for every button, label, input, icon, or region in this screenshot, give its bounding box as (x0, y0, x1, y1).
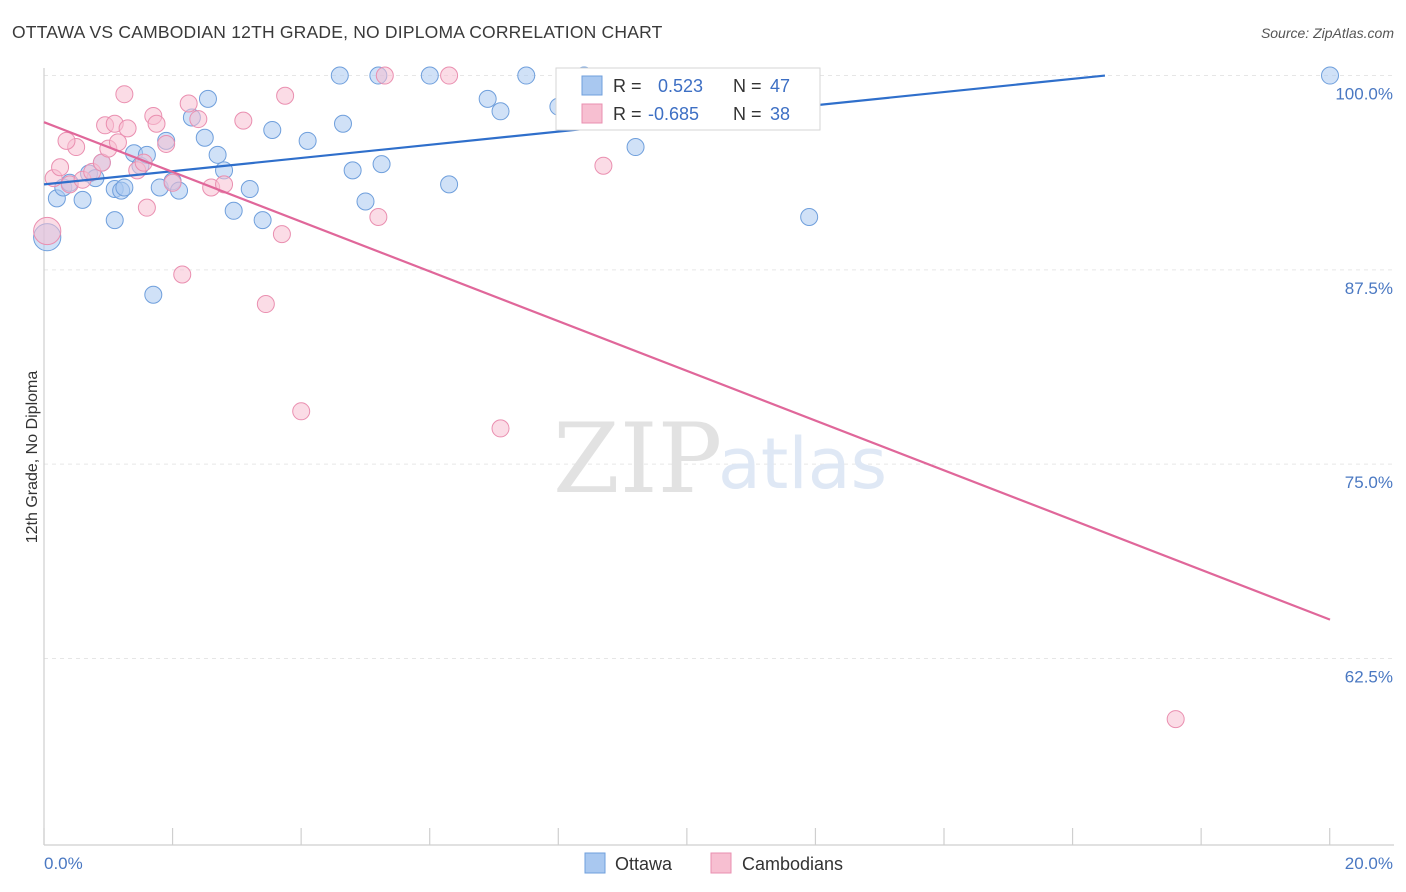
cambodian-point (234, 111, 253, 130)
y-tick-label: 100.0% (1335, 85, 1393, 104)
ottawa-point (298, 131, 317, 150)
source-label: Source: ZipAtlas.com (1260, 25, 1394, 41)
ottawa-point (224, 201, 243, 220)
cambodian-point (491, 419, 510, 438)
cambodian-points (33, 66, 1185, 729)
cambodian-point (163, 173, 182, 192)
ottawa-point (800, 208, 819, 226)
legend-n-label-ottawa: N = (733, 76, 762, 96)
ottawa-point (144, 285, 163, 304)
cambodian-point (292, 402, 311, 421)
x-tick-labels: 0.0% 20.0% (44, 854, 1393, 873)
legend-r-label-ottawa: R = (613, 76, 642, 96)
legend-r-label-cambodian: R = (613, 104, 642, 124)
y-tick-label: 62.5% (1345, 667, 1393, 686)
cambodian-point (369, 208, 388, 226)
x-tick-marks (43, 828, 1331, 845)
ottawa-point (491, 102, 510, 121)
ottawa-point (208, 145, 227, 164)
y-tick-label: 87.5% (1345, 279, 1393, 298)
trend-lines (43, 74, 1331, 621)
ottawa-point (343, 161, 362, 180)
cambodian-point (147, 114, 166, 133)
cambodian-point (33, 216, 62, 246)
bottom-legend-swatch-ottawa (584, 852, 606, 874)
ottawa-point (198, 89, 217, 108)
cambodian-point (179, 94, 198, 113)
cambodian-point (256, 295, 275, 314)
bottom-legend-label-ottawa: Ottawa (615, 854, 673, 874)
cambodian-point (594, 156, 613, 175)
cambodian-point (375, 66, 394, 85)
cambodian-point (137, 198, 156, 217)
ottawa-point (105, 211, 124, 230)
ottawa-point (440, 175, 459, 194)
ottawa-point (253, 211, 272, 230)
bottom-legend: Ottawa Cambodians (584, 852, 843, 874)
ottawa-point (478, 89, 497, 108)
legend-n-value-cambodian: 38 (770, 104, 790, 124)
ottawa-point (330, 66, 349, 85)
ottawa-point (73, 190, 92, 209)
ottawa-point (420, 66, 439, 85)
ottawa-point (240, 180, 259, 199)
cambodian-point (1166, 710, 1185, 729)
ottawa-point (626, 138, 645, 157)
ottawa-point (263, 120, 282, 139)
x-tick-label: 0.0% (44, 854, 83, 873)
legend-n-label-cambodian: N = (733, 104, 762, 124)
cambodian-point (173, 265, 192, 284)
cambodian-point (189, 110, 208, 129)
cambodian-point (276, 86, 295, 105)
legend-n-value-ottawa: 47 (770, 76, 790, 96)
bottom-legend-label-cambodian: Cambodians (742, 854, 843, 874)
cambodian-point (440, 66, 459, 85)
cambodian-point (272, 225, 291, 244)
y-tick-labels: 100.0% 87.5% 75.0% 62.5% (1335, 85, 1393, 687)
cambodian-point (57, 131, 76, 150)
cambodian-point (51, 158, 70, 177)
ottawa-point (115, 178, 134, 197)
watermark-atlas: atlas (718, 423, 887, 505)
cambodian-point (115, 85, 134, 104)
ottawa-point (372, 155, 391, 174)
watermark-zip: ZIP (553, 403, 722, 515)
legend-swatch-ottawa (581, 75, 603, 96)
y-axis-label: 12th Grade, No Diploma (24, 371, 41, 544)
watermark: ZIP atlas (553, 403, 887, 515)
legend-swatch-cambodian (581, 103, 603, 124)
legend-r-value-cambodian: -0.685 (648, 104, 699, 124)
ottawa-point (356, 192, 375, 211)
axes (43, 68, 1394, 846)
ottawa-point (517, 66, 536, 85)
legend-box: R = 0.523 N = 47 R = -0.685 N = 38 (555, 67, 821, 131)
y-tick-label: 75.0% (1345, 473, 1393, 492)
ottawa-point (333, 114, 352, 133)
cambodian-point (118, 119, 137, 138)
x-tick-label: 20.0% (1345, 854, 1393, 873)
cambodian-point (157, 134, 176, 153)
ottawa-point (195, 128, 214, 147)
ottawa-point (1321, 66, 1339, 85)
cambodian-trend-line (43, 121, 1331, 621)
bottom-legend-swatch-cambodian (710, 852, 732, 874)
chart-title: OTTAWA VS CAMBODIAN 12TH GRADE, NO DIPLO… (12, 22, 663, 42)
legend-r-value-ottawa: 0.523 (658, 76, 703, 96)
